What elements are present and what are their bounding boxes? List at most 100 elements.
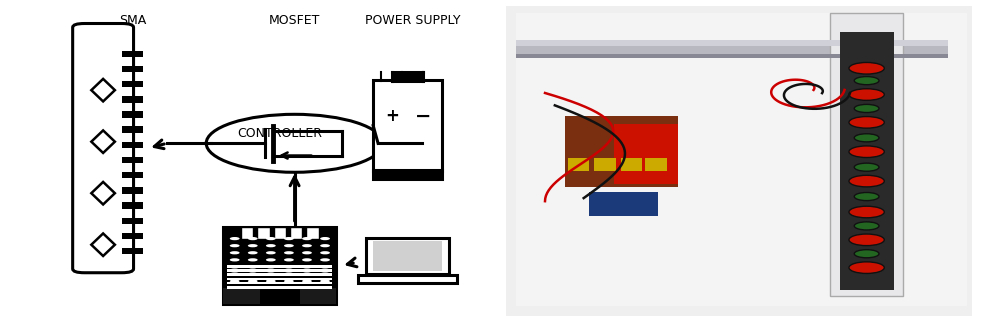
- Polygon shape: [91, 79, 115, 101]
- Circle shape: [230, 244, 240, 247]
- Circle shape: [266, 265, 276, 269]
- Bar: [227, 273, 332, 276]
- Bar: [365, 238, 450, 274]
- FancyBboxPatch shape: [73, 24, 134, 273]
- Bar: [306, 227, 319, 239]
- Circle shape: [284, 265, 294, 269]
- Text: −: −: [414, 106, 431, 126]
- Bar: [290, 227, 302, 239]
- Circle shape: [247, 272, 257, 276]
- Circle shape: [302, 258, 312, 261]
- Circle shape: [266, 251, 276, 254]
- Text: MOSFET: MOSFET: [269, 14, 320, 27]
- Bar: [589, 192, 658, 216]
- Bar: [223, 227, 336, 304]
- Circle shape: [320, 244, 330, 247]
- Circle shape: [848, 206, 884, 218]
- Bar: [122, 187, 143, 194]
- Bar: [122, 248, 143, 254]
- Bar: [122, 142, 143, 148]
- Bar: [122, 172, 143, 178]
- Bar: [373, 80, 442, 171]
- Circle shape: [854, 134, 879, 142]
- Circle shape: [848, 175, 884, 187]
- Bar: [122, 81, 143, 87]
- Bar: [122, 233, 143, 239]
- Text: SMA: SMA: [119, 14, 146, 27]
- Circle shape: [320, 265, 330, 269]
- Circle shape: [230, 251, 240, 254]
- Circle shape: [848, 89, 884, 100]
- Bar: [227, 286, 332, 289]
- Polygon shape: [91, 182, 115, 204]
- Circle shape: [247, 265, 257, 269]
- Circle shape: [302, 272, 312, 276]
- Bar: [227, 282, 332, 284]
- Circle shape: [854, 163, 879, 171]
- Circle shape: [266, 237, 276, 240]
- Circle shape: [854, 77, 879, 85]
- Bar: [241, 227, 253, 239]
- Bar: [372, 241, 442, 271]
- Circle shape: [320, 279, 330, 283]
- Bar: [840, 32, 894, 290]
- Bar: [565, 116, 678, 187]
- Bar: [358, 275, 457, 283]
- Bar: [516, 40, 948, 46]
- Bar: [274, 227, 286, 239]
- Circle shape: [302, 244, 312, 247]
- Bar: [122, 51, 143, 57]
- Bar: [516, 54, 948, 58]
- Bar: [645, 158, 667, 171]
- Circle shape: [247, 244, 257, 247]
- Bar: [227, 278, 332, 280]
- Circle shape: [230, 272, 240, 276]
- Bar: [621, 158, 642, 171]
- Circle shape: [302, 265, 312, 269]
- Circle shape: [848, 117, 884, 128]
- Circle shape: [230, 265, 240, 269]
- Circle shape: [854, 104, 879, 112]
- Bar: [122, 127, 143, 133]
- Bar: [830, 13, 903, 296]
- Circle shape: [320, 272, 330, 276]
- Bar: [373, 170, 442, 179]
- Circle shape: [266, 272, 276, 276]
- Circle shape: [320, 237, 330, 240]
- Circle shape: [848, 234, 884, 246]
- Circle shape: [284, 251, 294, 254]
- Circle shape: [854, 193, 879, 201]
- Bar: [300, 288, 336, 304]
- Circle shape: [284, 258, 294, 261]
- Circle shape: [302, 251, 312, 254]
- Circle shape: [320, 258, 330, 261]
- Circle shape: [247, 258, 257, 261]
- Text: POWER SUPPLY: POWER SUPPLY: [364, 14, 461, 27]
- Circle shape: [302, 279, 312, 283]
- Bar: [568, 158, 589, 171]
- Bar: [594, 158, 616, 171]
- Circle shape: [247, 237, 257, 240]
- Circle shape: [320, 251, 330, 254]
- Text: CONTROLLER: CONTROLLER: [238, 127, 322, 140]
- Text: +: +: [386, 107, 400, 125]
- Circle shape: [247, 279, 257, 283]
- Bar: [122, 96, 143, 103]
- Circle shape: [848, 62, 884, 74]
- Bar: [122, 218, 143, 224]
- Circle shape: [230, 237, 240, 240]
- Circle shape: [266, 244, 276, 247]
- Bar: [392, 72, 423, 80]
- Bar: [614, 124, 678, 184]
- Circle shape: [284, 244, 294, 247]
- Bar: [257, 227, 270, 239]
- Circle shape: [854, 222, 879, 230]
- Bar: [227, 269, 332, 272]
- Bar: [516, 40, 948, 58]
- Bar: [223, 288, 259, 304]
- Circle shape: [848, 146, 884, 157]
- Circle shape: [266, 258, 276, 261]
- Bar: [516, 13, 967, 306]
- Circle shape: [854, 250, 879, 258]
- Bar: [227, 265, 332, 268]
